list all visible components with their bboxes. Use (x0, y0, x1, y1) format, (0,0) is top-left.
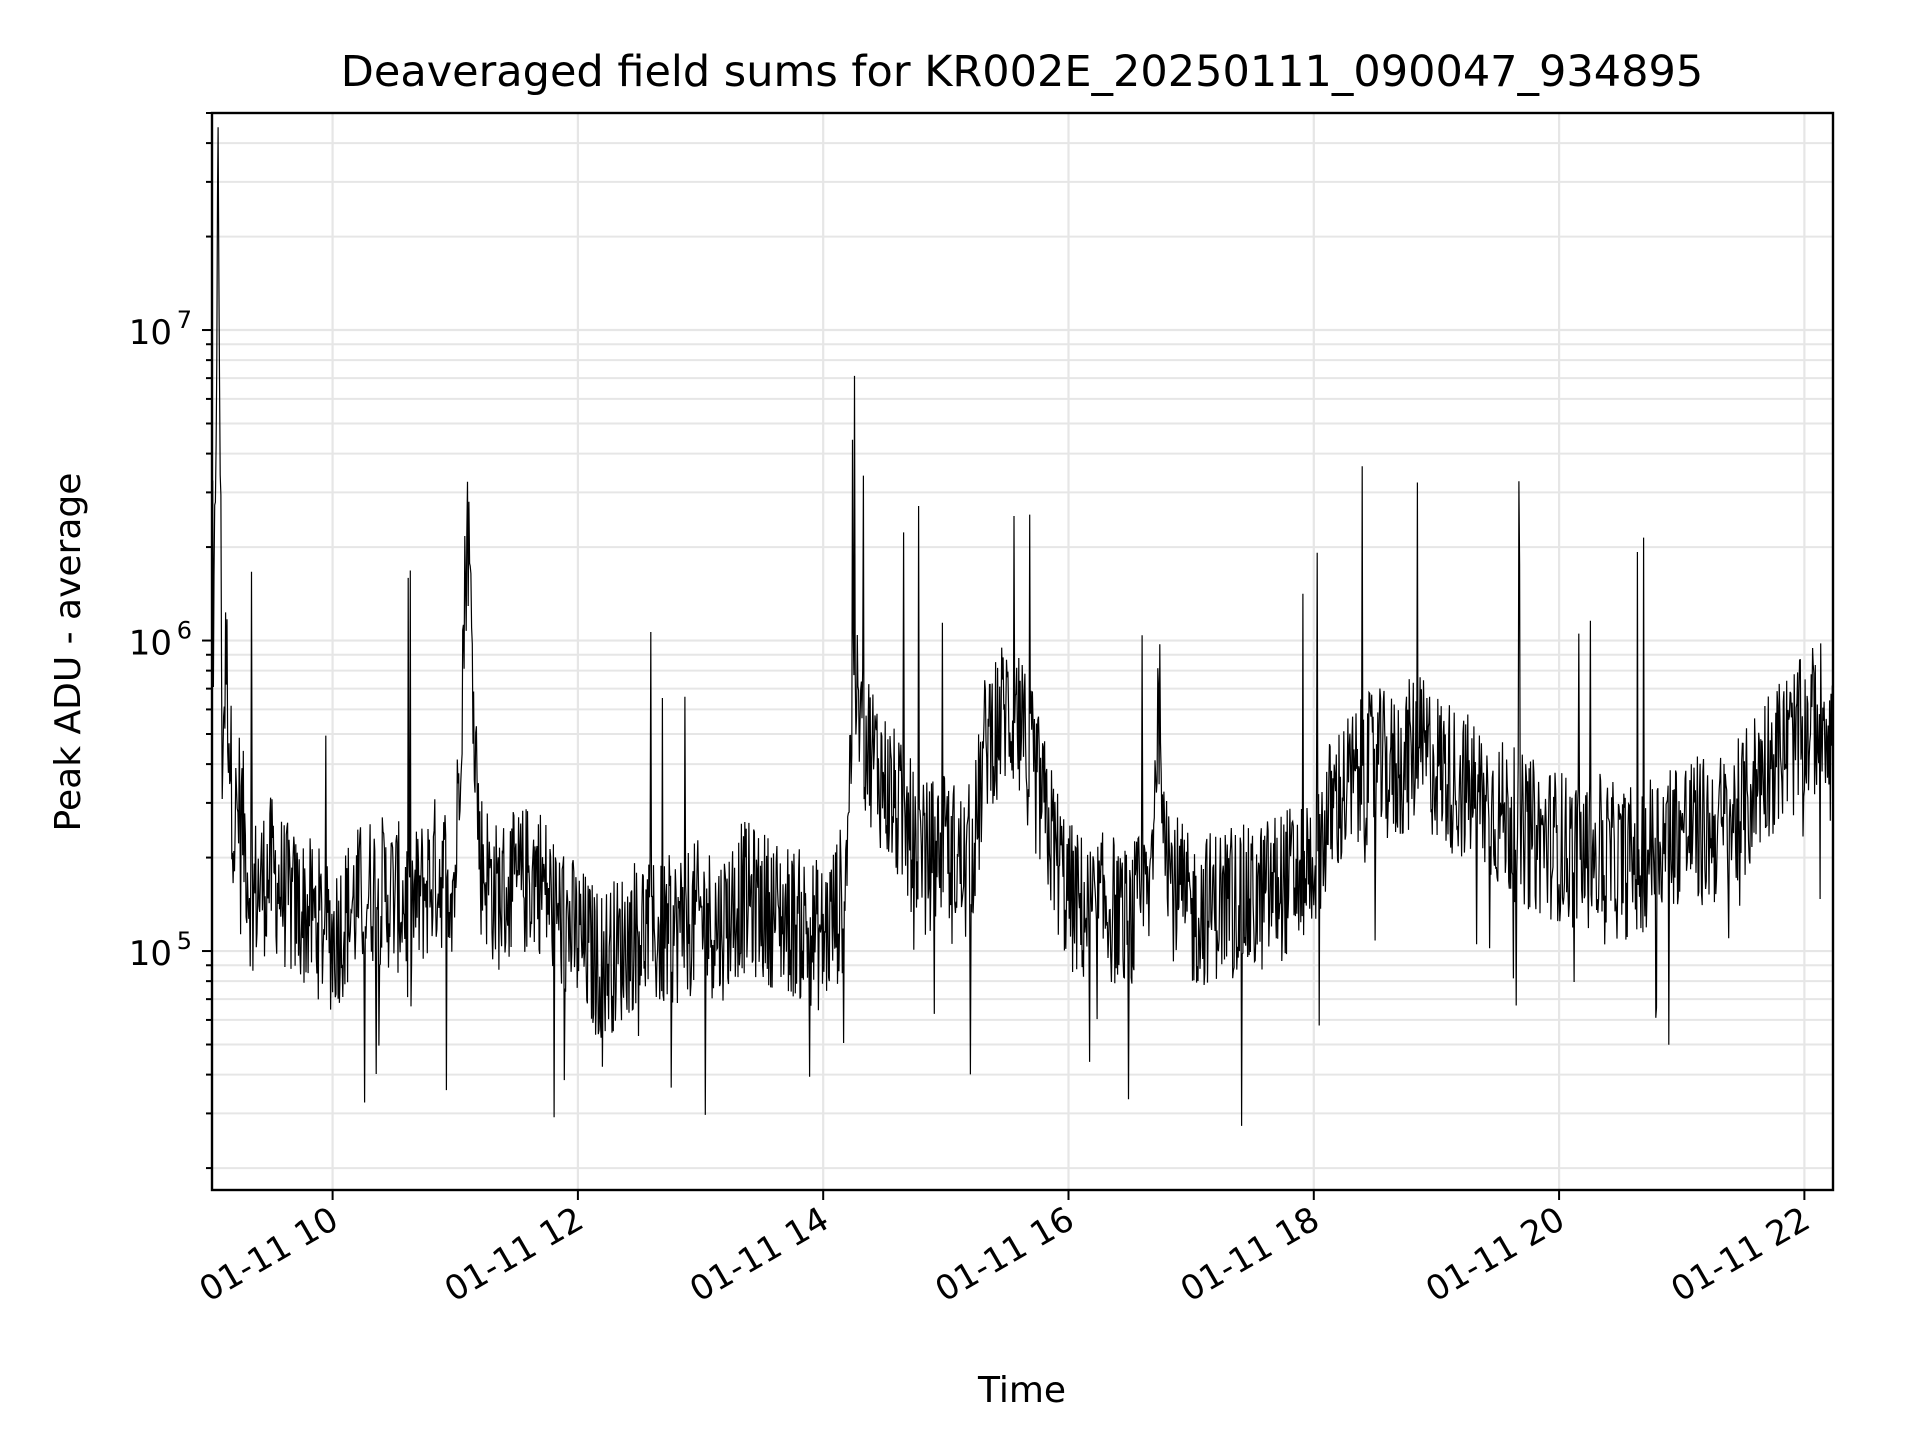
y-tick-label: 10 (129, 624, 172, 664)
y-tick-label: 10 (129, 313, 172, 353)
plot-frame (210, 111, 1835, 1192)
y-tick-exponent: 7 (177, 306, 192, 334)
y-tick-label: 10 (129, 934, 172, 974)
x-axis-label: Time (977, 1370, 1066, 1411)
chart-title: Deaveraged field sums for KR002E_2025011… (341, 47, 1703, 97)
grid (212, 112, 1833, 1190)
series-line (211, 127, 1834, 1126)
y-tick-exponent: 6 (177, 617, 192, 645)
y-tick-exponent: 5 (177, 927, 192, 955)
y-axis-label: Peak ADU - average (48, 473, 89, 832)
data-series (211, 127, 1834, 1126)
